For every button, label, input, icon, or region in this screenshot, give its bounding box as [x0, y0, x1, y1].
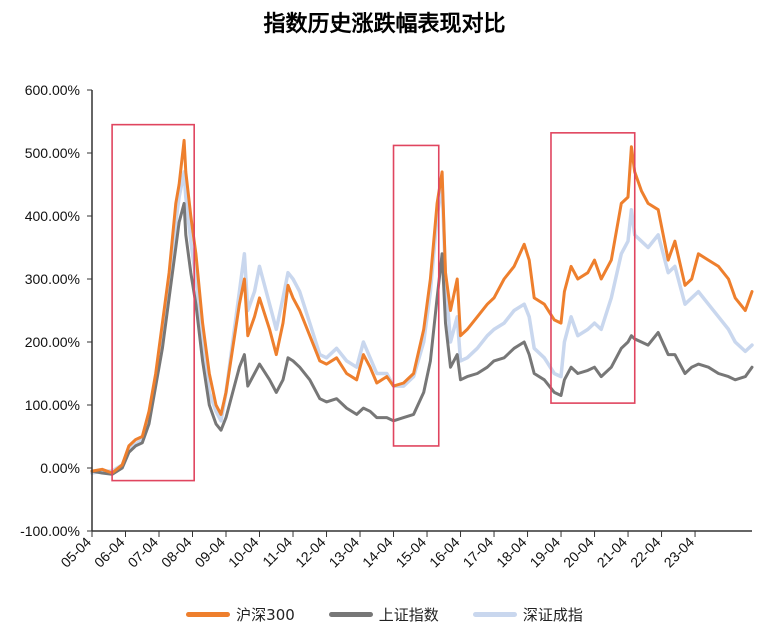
chart-title: 指数历史涨跌幅表现对比: [263, 12, 506, 37]
x-tick-label-7: 12-04: [292, 534, 329, 571]
y-tick-label-2: 400.00%: [25, 208, 80, 224]
legend-label-2: 深证成指: [522, 606, 583, 624]
series-line-0: [90, 138, 754, 475]
annotation-layer: [111, 123, 636, 482]
highlight-box-0: [111, 123, 195, 482]
x-tick-label-18: 23-04: [661, 534, 698, 571]
legend-item-0: 沪深300: [186, 604, 295, 625]
legend-label-1: 上证指数: [378, 606, 439, 624]
series-layer: [90, 138, 754, 476]
y-tick-label-4: 200.00%: [25, 334, 80, 350]
x-tick-label-8: 13-04: [326, 534, 363, 571]
x-tick-label-13: 18-04: [493, 534, 530, 571]
x-tick-label-14: 19-04: [527, 534, 564, 571]
legend-label-0: 沪深300: [236, 606, 295, 624]
axis-layer: 600.00% 500.00% 400.00% 300.00% 200.00% 100.0…: [20, 82, 752, 570]
x-tick-label-2: 07-04: [124, 534, 161, 571]
y-tick-label-1: 500.00%: [25, 145, 80, 161]
x-tick-label-15: 20-04: [560, 534, 597, 571]
x-tick-label-4: 09-04: [191, 534, 228, 571]
x-tick-label-1: 06-04: [91, 534, 128, 571]
legend-item-2: 深证成指: [472, 604, 583, 625]
x-tick-label-6: 11-04: [259, 534, 295, 570]
y-tick-label-5: 100.00%: [25, 397, 80, 413]
y-tick-label-3: 300.00%: [25, 271, 80, 287]
x-tick-label-5: 10-04: [225, 534, 262, 571]
legend-swatch-1: [328, 612, 373, 617]
x-tick-label-10: 15-04: [393, 534, 430, 571]
x-tick-label-12: 17-04: [460, 534, 497, 571]
series-line-1: [90, 201, 754, 476]
x-tick-label-9: 14-04: [359, 534, 396, 571]
x-tick-label-0: 05-04: [57, 534, 94, 571]
x-tick-label-17: 22-04: [627, 534, 664, 571]
x-tick-label-16: 21-04: [594, 534, 631, 571]
y-tick-label-6: 0.00%: [40, 460, 80, 476]
legend-swatch-2: [472, 612, 517, 617]
y-tick-label-7: -100.00%: [20, 523, 80, 539]
highlight-box-1: [392, 144, 440, 447]
highlight-box-2: [550, 132, 636, 404]
x-tick-label-11: 16-04: [426, 534, 463, 571]
legend-item-1: 上证指数: [328, 604, 439, 625]
line-chart: 600.00% 500.00% 400.00% 300.00% 200.00% 100.0…: [20, 82, 754, 570]
x-tick-label-3: 08-04: [158, 534, 195, 571]
y-tick-label-0: 600.00%: [25, 82, 80, 98]
legend-swatch-0: [186, 612, 231, 617]
series-line-2: [90, 170, 754, 475]
legend: 沪深300 上证指数 深证成指: [0, 604, 769, 625]
